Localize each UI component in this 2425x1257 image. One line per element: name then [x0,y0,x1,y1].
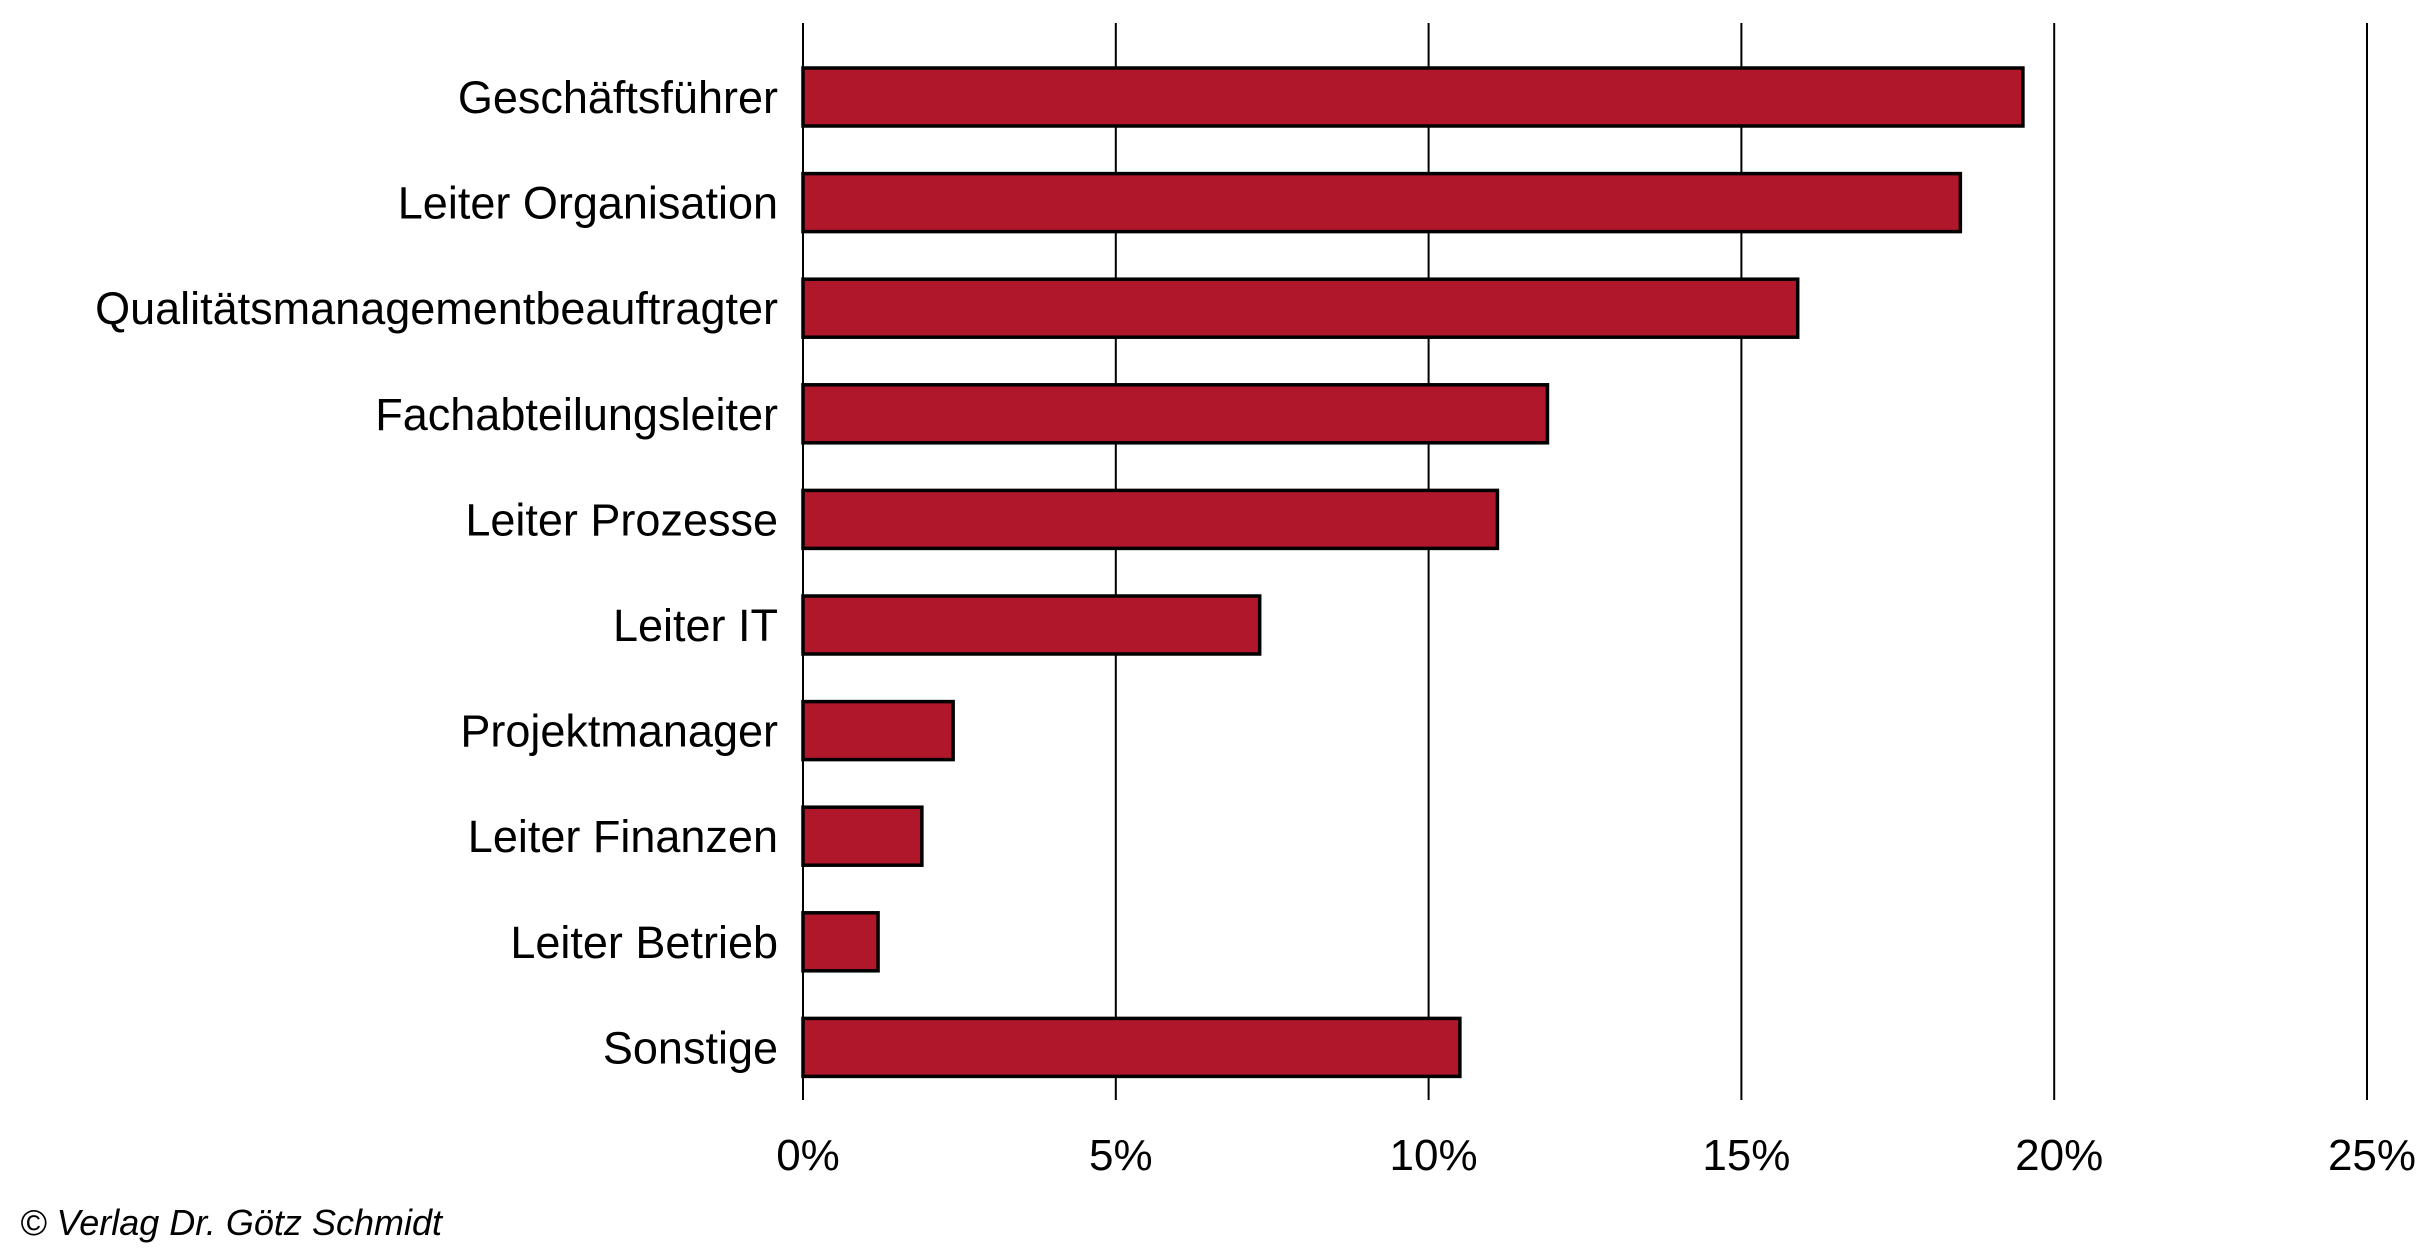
bar [801,383,1550,445]
category-label: Sonstige [603,1022,778,1073]
bar [801,277,1800,339]
x-tick-labels: 0% 5% 10% 15% 20% 25% [776,1131,2416,1180]
category-label: Leiter Prozesse [465,494,778,545]
category-label: Leiter Betrieb [510,917,778,968]
bars [801,66,2025,1079]
category-label: Qualitätsmanagementbeauftragter [95,283,778,334]
bar [801,699,955,762]
bar [801,66,2025,128]
x-tick-label: 25% [2328,1131,2416,1180]
bar [801,171,1963,234]
x-tick-label: 0% [776,1131,840,1180]
category-label: Leiter Organisation [398,178,778,229]
x-tick-label: 15% [1702,1131,1790,1180]
category-label: Fachabteilungsleiter [375,389,778,440]
x-tick-label: 5% [1089,1131,1153,1180]
bar [801,1016,1462,1079]
category-label: Geschäftsführer [458,72,778,123]
copyright-text: © Verlag Dr. Götz Schmidt [20,1202,444,1243]
bar [801,911,880,973]
category-labels: Geschäftsführer Leiter Organisation Qualit… [95,72,778,1073]
category-label: Leiter IT [613,600,778,651]
bar [801,805,924,867]
x-tick-label: 10% [1390,1131,1478,1180]
category-label: Leiter Finanzen [468,811,778,862]
category-label: Projektmanager [460,706,778,757]
bar [801,594,1262,656]
x-tick-label: 20% [2015,1131,2103,1180]
bar [801,488,1500,551]
